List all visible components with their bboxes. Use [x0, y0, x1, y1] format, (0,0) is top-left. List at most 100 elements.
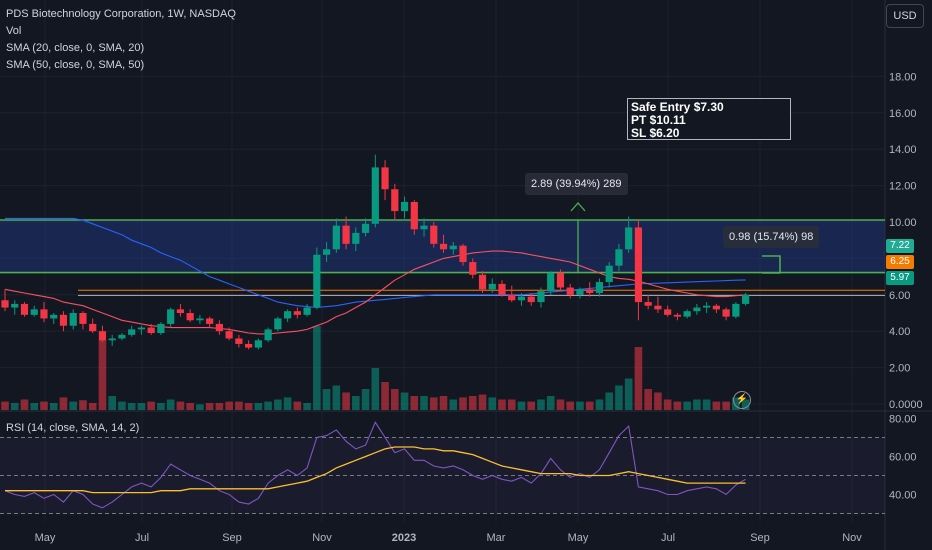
candle-body — [683, 311, 691, 317]
measure-up-label[interactable]: 2.89 (39.94%) 289 — [525, 173, 628, 195]
volume-bar — [693, 399, 701, 410]
volume-bar — [429, 397, 438, 410]
price-tick-label: 14.00 — [889, 144, 917, 156]
trade-note[interactable]: Safe Entry $7.30 PT $10.11 SL $6.20 — [627, 98, 791, 140]
volume-bar — [517, 401, 526, 410]
volume-bar — [205, 403, 214, 410]
volume-bar — [371, 368, 380, 410]
volume-bar — [439, 396, 448, 410]
volume-bar — [303, 403, 311, 410]
candle-body — [742, 294, 750, 304]
volume-bar — [186, 403, 194, 410]
candle-body — [654, 305, 662, 310]
candle-body — [381, 167, 389, 190]
volume-bar — [40, 401, 48, 410]
candle-body — [420, 225, 428, 230]
currency-button[interactable]: USD — [886, 4, 924, 28]
candle-body — [137, 327, 146, 330]
volume-bar — [507, 399, 516, 410]
volume-bar — [410, 396, 419, 410]
time-tick-label: Mar — [487, 532, 506, 544]
volume-bar — [235, 401, 243, 410]
volume-bar — [702, 399, 711, 410]
volume-bar — [10, 403, 19, 410]
measure-right-label[interactable]: 0.98 (15.74%) 98 — [723, 226, 820, 248]
candle-body — [644, 302, 652, 306]
candle-body — [196, 318, 204, 321]
candle-body — [664, 309, 672, 315]
price-tick-label: 6.00 — [889, 290, 910, 302]
volume-bar — [79, 400, 87, 410]
volume-bar — [488, 397, 497, 410]
rsi-ma-line — [5, 446, 746, 494]
volume-bar — [264, 401, 272, 410]
candle-body — [576, 289, 584, 295]
volume-bar — [166, 399, 175, 410]
measure-up-arrowhead — [570, 202, 586, 212]
candle-body — [69, 313, 77, 326]
volume-bar — [118, 401, 126, 410]
sma20-legend: SMA (20, close, 0, SMA, 20) — [6, 42, 145, 54]
candle-body — [254, 340, 262, 348]
symbol-title: PDS Biotechnology Corporation, 1W, NASDA… — [6, 8, 236, 20]
volume-bar — [527, 401, 536, 410]
volume-bar — [624, 378, 633, 410]
volume-bar — [683, 401, 691, 410]
volume-bar — [712, 401, 721, 410]
time-tick-label: Nov — [312, 532, 332, 544]
candle-body — [1, 300, 9, 308]
volume-bar — [147, 401, 155, 410]
note-stop: SL $6.20 — [631, 126, 680, 140]
rsi-line — [4, 421, 746, 509]
candle-body — [235, 338, 243, 344]
lightning-icon[interactable]: ⚡ — [733, 391, 751, 409]
candle-body — [147, 327, 155, 334]
candle-body — [449, 245, 457, 250]
volume-bar — [722, 401, 730, 410]
sma50-line — [5, 217, 746, 309]
candle-body — [128, 329, 136, 335]
volume-bar — [98, 340, 107, 410]
candle-body — [274, 318, 282, 330]
volume-bar — [20, 399, 29, 410]
price-tick-label: 0.0000 — [889, 399, 923, 411]
time-tick-label: Sep — [750, 532, 770, 544]
volume-bar — [88, 403, 97, 410]
candle-body — [469, 262, 477, 275]
volume-bar — [566, 401, 575, 410]
rsi-band-fill — [0, 437, 885, 514]
rsi-legend-wrap: RSI (14, close, SMA, 14, 2) — [6, 420, 139, 437]
candle-body — [605, 265, 613, 283]
candle-body — [391, 189, 399, 212]
price-badge-last: 5.97 — [886, 271, 914, 285]
candle-body — [547, 272, 555, 292]
price-tick-label: 10.00 — [889, 217, 917, 229]
volume-bar — [225, 401, 233, 410]
candle-body — [712, 305, 720, 310]
candle-body — [206, 318, 214, 324]
volume-bar — [108, 396, 116, 410]
volume-bar — [459, 397, 467, 410]
candle-body — [586, 289, 594, 293]
candle-body — [50, 314, 58, 319]
volume-bar — [663, 399, 672, 410]
candle-body — [293, 311, 301, 315]
candle-body — [537, 291, 545, 303]
note-entry: Safe Entry $7.30 — [631, 100, 724, 114]
volume-bar — [1, 401, 9, 410]
sma50-legend: SMA (50, close, 0, SMA, 50) — [6, 59, 145, 71]
volume-bar — [449, 399, 458, 410]
volume-bar — [322, 389, 331, 410]
volume-bar — [468, 396, 477, 410]
volume-bar — [127, 403, 136, 410]
candle-body — [264, 329, 272, 341]
candle-body — [245, 343, 253, 348]
candle-body — [30, 309, 38, 315]
candle-body — [673, 314, 682, 317]
candle-body — [361, 223, 370, 233]
volume-bar — [342, 392, 350, 410]
volume-bar — [391, 389, 399, 410]
time-tick-label: Nov — [842, 532, 862, 544]
candle-body — [400, 201, 409, 212]
